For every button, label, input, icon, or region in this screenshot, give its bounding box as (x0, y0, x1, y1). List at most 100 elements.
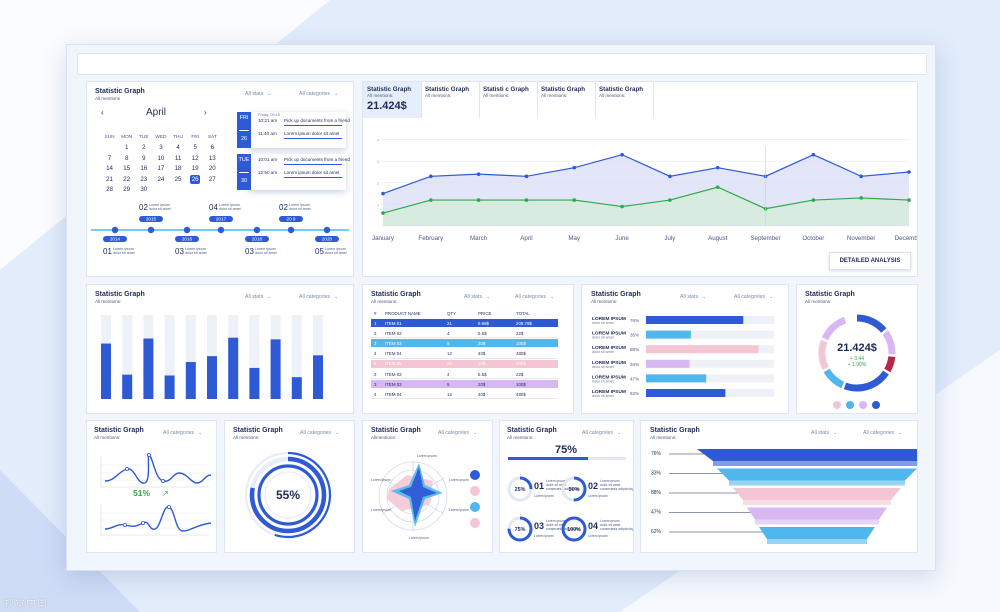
stat-tab[interactable]: Statisti c Graph All mentions: (479, 82, 538, 118)
year-pill (315, 236, 339, 242)
calendar-day[interactable]: 8 (124, 154, 129, 162)
all-stats-dropdown[interactable]: All stats ⌄ (680, 294, 707, 300)
calendar-day[interactable]: 27 (208, 175, 216, 183)
calendar-day[interactable]: 19 (191, 165, 199, 173)
dashboard-window: Statistic Graph All mentions All stats ⌄ … (66, 44, 936, 571)
calendar-day[interactable]: 10 (157, 154, 165, 162)
data-point (524, 198, 529, 202)
wave-card: Statistic Graph All mentions: All catego… (86, 420, 217, 553)
all-categories-dropdown[interactable]: All categories ⌄ (734, 294, 774, 300)
event-text: Pick up documents from a friend (284, 157, 350, 162)
calendar-day[interactable]: 2 (142, 144, 146, 152)
calendar-day[interactable]: 13 (208, 154, 216, 162)
funnel-card-mentions: All mentions: (650, 435, 677, 440)
milestone-number: 03 (175, 247, 184, 256)
calendar-day[interactable]: 14 (106, 165, 113, 173)
calendar-day[interactable]: 20 (208, 165, 216, 173)
table-cell: 5 (447, 381, 450, 387)
calendar-day[interactable]: 11 (174, 154, 182, 162)
y-tick-label: 4 (377, 138, 380, 143)
tab-mentions: All mentions: (367, 93, 394, 98)
hbar-label: LOREM IPSUM (592, 316, 626, 322)
table-cell: 3 (374, 381, 377, 387)
calendar-day[interactable]: 9 (142, 154, 146, 162)
ring-percent: 55% (276, 488, 300, 502)
all-categories-dropdown[interactable]: All categories ⌄ (163, 430, 203, 436)
calendar-day[interactable]: 7 (107, 154, 112, 162)
table-cell: 40$ (478, 351, 486, 357)
all-categories-dropdown[interactable]: All categories ⌄ (515, 294, 555, 300)
week-row: 1 2 3 4 5 6 (101, 143, 221, 154)
calendar-day[interactable]: 25 (174, 175, 182, 183)
calendar-day[interactable]: 23 (140, 175, 148, 183)
prev-month-button[interactable]: ‹ (101, 108, 104, 117)
bar (270, 339, 281, 399)
chevron-down-icon: ⌄ (486, 294, 491, 300)
funnel-segment-base (767, 539, 867, 544)
table-cell: 5.5$ (478, 330, 487, 336)
stat-tab[interactable]: Statistic Graph All mentions: 21.424$ (363, 82, 422, 118)
calendar-day[interactable]: 16 (140, 165, 148, 173)
calendar-day[interactable]: 29 (123, 186, 131, 194)
all-categories-dropdown[interactable]: All categories ⌄ (863, 430, 903, 436)
selected-day[interactable]: 26 (190, 174, 201, 184)
detailed-analysis-button[interactable]: DETAILED ANALYSIS (829, 252, 911, 270)
calendar-month: April (145, 107, 166, 118)
calendar-day[interactable]: 30 (140, 186, 148, 194)
year-label: 2014 (110, 237, 121, 242)
kpi-number: 04 (588, 521, 598, 531)
stat-tab[interactable]: Statistic Graph All mentions: (537, 82, 596, 118)
calendar-day[interactable]: 22 (123, 175, 131, 183)
event-underline (284, 164, 342, 165)
table-cell: 5 (374, 361, 377, 367)
kpi-text: Lorem ipsum (600, 479, 620, 483)
all-categories-dropdown[interactable]: All categories ⌄ (299, 91, 339, 97)
table-card-mentions: All mentions: (371, 299, 398, 304)
weekday-label: SUN (104, 134, 115, 140)
calendar-day[interactable]: 17 (157, 165, 165, 173)
calendar-day[interactable]: 1 (124, 144, 129, 152)
x-tick-label: October (802, 235, 824, 242)
all-categories-dropdown[interactable]: All categories ⌄ (299, 294, 339, 300)
funnel-segment (747, 507, 887, 520)
hbar-sublabel: dolor sit amet (592, 379, 614, 383)
bar (143, 338, 154, 399)
calendar-day[interactable]: 4 (176, 144, 180, 152)
all-stats-dropdown[interactable]: All stats ⌄ (464, 294, 491, 300)
all-categories-dropdown[interactable]: All categories ⌄ (438, 430, 478, 436)
stat-tab[interactable]: Statistic Graph All mentions: (595, 82, 654, 118)
milestone-text: dolor sit amet (325, 251, 347, 255)
all-stats-dropdown[interactable]: All stats ⌄ (245, 294, 272, 300)
calendar-day[interactable]: 12 (191, 154, 199, 162)
calendar-day[interactable]: 5 (193, 144, 197, 152)
calendar-day[interactable]: 21 (106, 175, 113, 183)
hbar-label: LOREM IPSUM (592, 389, 626, 395)
calendar-day[interactable]: 28 (106, 186, 113, 194)
table-cell: ITEM 05 (385, 361, 402, 367)
badge-divider (239, 130, 249, 131)
calendar-day[interactable]: 6 (210, 144, 215, 152)
year-pill (139, 216, 163, 222)
all-categories-dropdown[interactable]: All categories ⌄ (300, 430, 340, 436)
all-categories-dropdown[interactable]: All categories ⌄ (582, 430, 622, 436)
legend-dot (470, 470, 480, 480)
next-month-button[interactable]: › (204, 108, 207, 117)
line-chart-card: Statistic Graph All mentions: 21.424$ Stati… (362, 81, 918, 277)
bar-background (164, 315, 175, 399)
all-stats-dropdown[interactable]: All stats ⌄ (245, 91, 272, 97)
table-cell: 2 (374, 330, 377, 336)
all-stats-dropdown[interactable]: All stats ⌄ (811, 430, 838, 436)
chevron-down-icon: ⌄ (473, 430, 478, 436)
data-point (811, 198, 816, 202)
calendar-day[interactable]: 15 (123, 165, 131, 173)
calendar-day[interactable]: 3 (159, 144, 163, 152)
kpi-number: 03 (534, 521, 544, 531)
calendar-day[interactable]: 24 (157, 175, 165, 183)
x-tick-label: February (418, 235, 444, 242)
stat-tab[interactable]: Statistic Graph All mentions: (421, 82, 480, 118)
table-cell: 4 (447, 371, 450, 377)
event-date-badge: FRI 26 (237, 112, 251, 148)
hbar-value: 76% (630, 318, 639, 323)
funnel-card: Statistic Graph All mentions: All stats ⌄… (640, 420, 918, 553)
calendar-day[interactable]: 18 (174, 165, 182, 173)
